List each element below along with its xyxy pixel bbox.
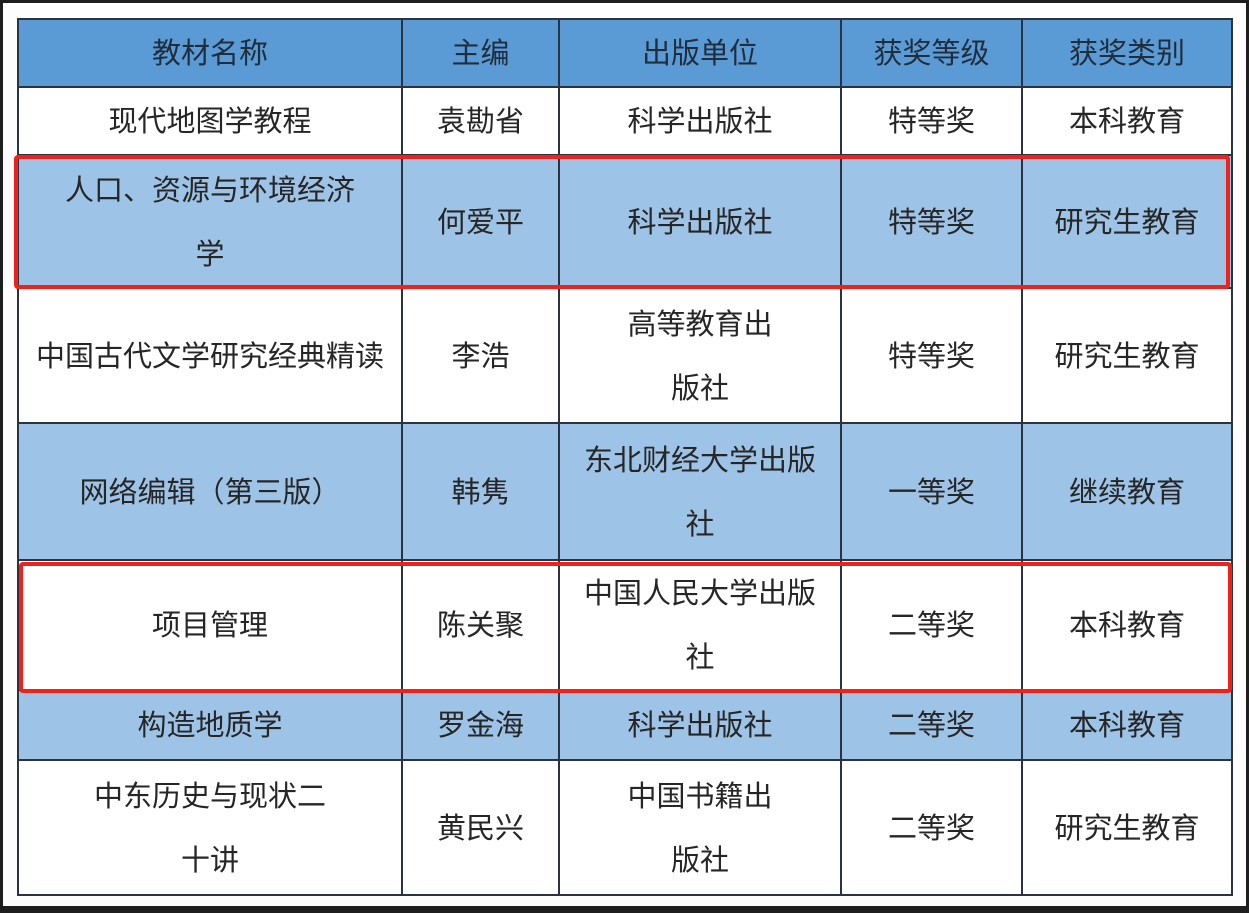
header-textbook-name: 教材名称 [17,18,403,88]
cell-name: 人口、资源与环境经济学 [17,154,403,289]
cell-editor: 何爱平 [401,154,560,289]
table-row: 构造地质学 罗金海 科学出版社 二等奖 本科教育 [17,689,1233,761]
cell-name: 现代地图学教程 [17,86,403,156]
header-award-category: 获奖类别 [1021,18,1233,88]
table-header-row: 教材名称 主编 出版单位 获奖等级 获奖类别 [17,18,1233,88]
header-publisher: 出版单位 [558,18,842,88]
cell-category: 继续教育 [1021,422,1233,561]
cell-category: 研究生教育 [1021,154,1233,289]
cell-name: 构造地质学 [17,689,403,761]
cell-level: 一等奖 [840,422,1023,561]
table-row: 人口、资源与环境经济学 何爱平 科学出版社 特等奖 研究生教育 [17,154,1233,289]
cell-category: 研究生教育 [1021,287,1233,424]
cell-editor: 李浩 [401,287,560,424]
document-page: 教材名称 主编 出版单位 获奖等级 获奖类别 现代地图学教程 袁勘省 科学出版社… [3,3,1246,906]
cell-level: 二等奖 [840,689,1023,761]
cell-category: 研究生教育 [1021,759,1233,896]
cell-editor: 罗金海 [401,689,560,761]
cell-level: 特等奖 [840,154,1023,289]
cell-publisher: 科学出版社 [558,689,842,761]
cell-editor: 韩隽 [401,422,560,561]
cell-editor: 黄民兴 [401,759,560,896]
cell-publisher: 中国人民大学出版社 [558,559,842,691]
cell-name: 网络编辑（第三版） [17,422,403,561]
cell-publisher: 中国书籍出版社 [558,759,842,896]
award-textbook-table: 教材名称 主编 出版单位 获奖等级 获奖类别 现代地图学教程 袁勘省 科学出版社… [17,18,1233,896]
cell-publisher: 科学出版社 [558,154,842,289]
cell-name: 中东历史与现状二十讲 [17,759,403,896]
cell-level: 特等奖 [840,287,1023,424]
cell-editor: 袁勘省 [401,86,560,156]
table-row: 项目管理 陈关聚 中国人民大学出版社 二等奖 本科教育 [17,559,1233,691]
table-row: 中东历史与现状二十讲 黄民兴 中国书籍出版社 二等奖 研究生教育 [17,759,1233,896]
cell-level: 特等奖 [840,86,1023,156]
cell-level: 二等奖 [840,559,1023,691]
cell-editor: 陈关聚 [401,559,560,691]
cell-publisher: 东北财经大学出版社 [558,422,842,561]
cell-publisher: 科学出版社 [558,86,842,156]
header-award-level: 获奖等级 [840,18,1023,88]
cell-level: 二等奖 [840,759,1023,896]
table-row: 中国古代文学研究经典精读 李浩 高等教育出版社 特等奖 研究生教育 [17,287,1233,424]
cell-name: 中国古代文学研究经典精读 [17,287,403,424]
cell-category: 本科教育 [1021,86,1233,156]
cell-publisher: 高等教育出版社 [558,287,842,424]
cell-category: 本科教育 [1021,559,1233,691]
cell-category: 本科教育 [1021,689,1233,761]
cell-name: 项目管理 [17,559,403,691]
header-editor: 主编 [401,18,560,88]
table-row: 网络编辑（第三版） 韩隽 东北财经大学出版社 一等奖 继续教育 [17,422,1233,561]
table-row: 现代地图学教程 袁勘省 科学出版社 特等奖 本科教育 [17,86,1233,156]
